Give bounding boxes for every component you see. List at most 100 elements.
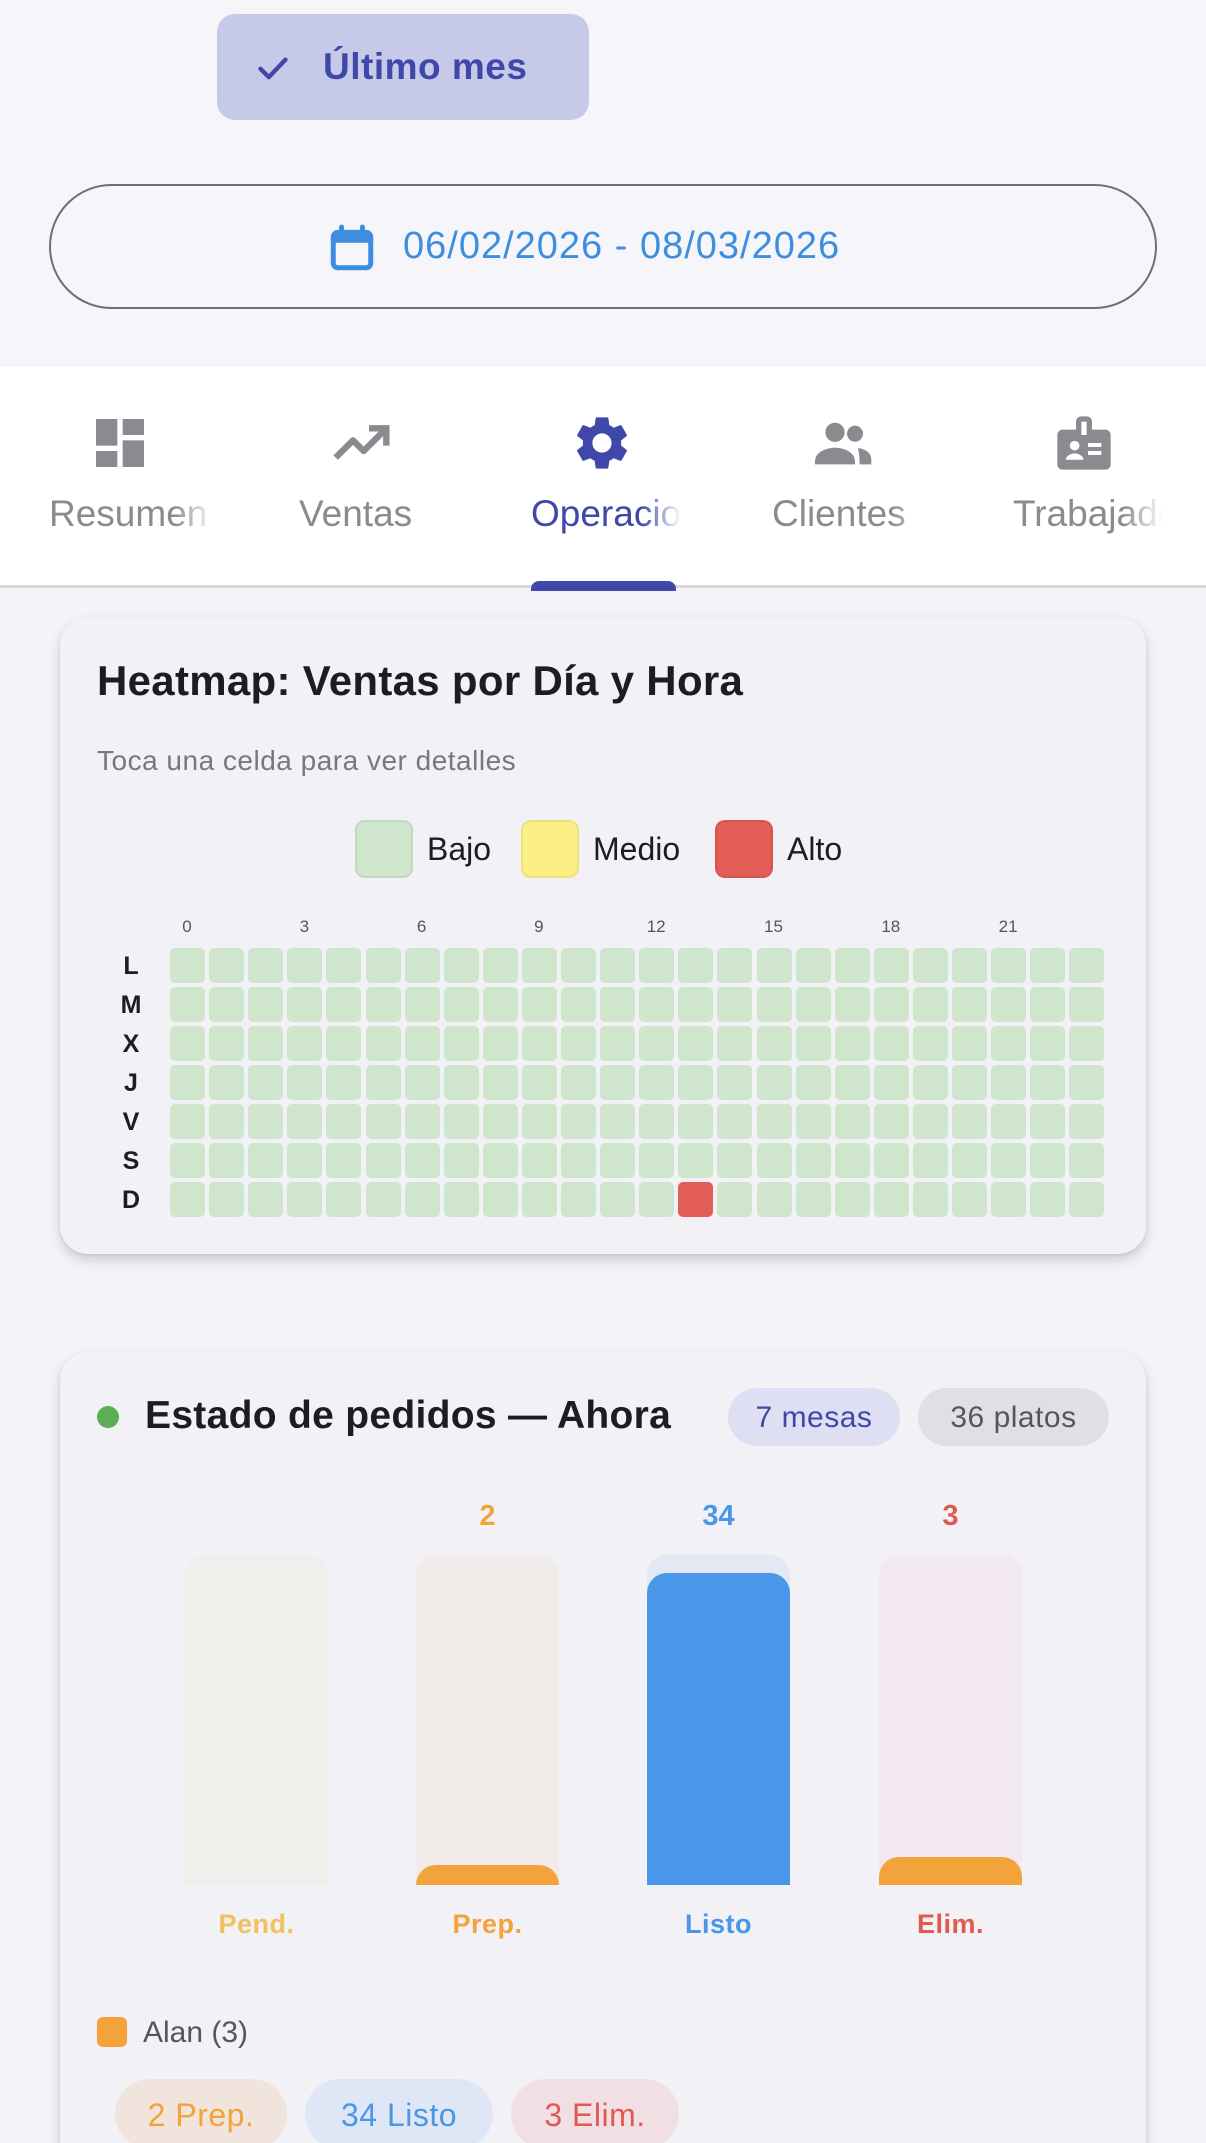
heatmap-cell[interactable]	[443, 1065, 479, 1100]
heatmap-cell[interactable]	[521, 1143, 557, 1178]
heatmap-cell[interactable]	[717, 1104, 753, 1139]
heatmap-cell[interactable]	[326, 987, 362, 1022]
heatmap-cell[interactable]	[365, 987, 401, 1022]
heatmap-cell[interactable]	[1069, 987, 1105, 1022]
heatmap-cell[interactable]	[600, 1104, 636, 1139]
heatmap-cell[interactable]	[443, 1182, 479, 1217]
heatmap-cell[interactable]	[678, 1104, 714, 1139]
heatmap-cell[interactable]	[912, 1065, 948, 1100]
heatmap-cell[interactable]	[170, 1104, 205, 1139]
heatmap-cell[interactable]	[873, 1065, 909, 1100]
heatmap-cell[interactable]	[365, 1182, 401, 1217]
heatmap-cell[interactable]	[404, 987, 440, 1022]
heatmap-cell[interactable]	[912, 987, 948, 1022]
heatmap-cell[interactable]	[834, 1143, 870, 1178]
date-range-button[interactable]: 06/02/2026 - 08/03/2026	[49, 184, 1157, 309]
heatmap-cell[interactable]	[561, 1182, 596, 1217]
heatmap-cell[interactable]	[521, 1065, 557, 1100]
heatmap-cell[interactable]	[912, 1182, 948, 1217]
heatmap-cell[interactable]	[795, 948, 831, 983]
heatmap-cell[interactable]	[600, 948, 636, 983]
tab-ventas[interactable]: Ventas	[261, 367, 461, 585]
heatmap-cell[interactable]	[1030, 1182, 1066, 1217]
heatmap-cell[interactable]	[756, 1143, 792, 1178]
heatmap-cell[interactable]	[795, 1143, 831, 1178]
heatmap-cell[interactable]	[287, 948, 323, 983]
heatmap-cell[interactable]	[443, 1104, 479, 1139]
heatmap-cell[interactable]	[404, 1182, 440, 1217]
heatmap-cell[interactable]	[561, 1104, 596, 1139]
heatmap-cell[interactable]	[600, 1182, 636, 1217]
heatmap-cell[interactable]	[952, 987, 987, 1022]
heatmap-cell[interactable]	[326, 1143, 362, 1178]
heatmap-cell[interactable]	[170, 1143, 205, 1178]
heatmap-cell[interactable]	[952, 1026, 987, 1061]
heatmap-cell[interactable]	[170, 1182, 205, 1217]
tab-resumen[interactable]: Resumen	[20, 367, 220, 585]
heatmap-cell[interactable]	[443, 1026, 479, 1061]
heatmap-cell[interactable]	[248, 1026, 284, 1061]
heatmap-cell[interactable]	[873, 1143, 909, 1178]
heatmap-cell[interactable]	[404, 1104, 440, 1139]
heatmap-cell[interactable]	[248, 1065, 284, 1100]
heatmap-cell[interactable]	[1069, 1143, 1105, 1178]
heatmap-cell[interactable]	[678, 1182, 714, 1217]
heatmap-cell[interactable]	[991, 1065, 1027, 1100]
heatmap-cell[interactable]	[404, 1143, 440, 1178]
tab-operaciones[interactable]: Operaciones	[502, 367, 702, 585]
heatmap-cell[interactable]	[639, 1065, 675, 1100]
heatmap-cell[interactable]	[639, 1104, 675, 1139]
heatmap-cell[interactable]	[404, 1026, 440, 1061]
heatmap-cell[interactable]	[639, 987, 675, 1022]
heatmap-cell[interactable]	[287, 1143, 323, 1178]
heatmap-cell[interactable]	[795, 1182, 831, 1217]
heatmap-cell[interactable]	[482, 1182, 518, 1217]
heatmap-cell[interactable]	[717, 1026, 753, 1061]
heatmap-cell[interactable]	[482, 948, 518, 983]
heatmap-cell[interactable]	[756, 1182, 792, 1217]
heatmap-cell[interactable]	[912, 1104, 948, 1139]
heatmap-cell[interactable]	[209, 1182, 245, 1217]
heatmap-cell[interactable]	[365, 948, 401, 983]
heatmap-cell[interactable]	[912, 948, 948, 983]
heatmap-cell[interactable]	[482, 1143, 518, 1178]
heatmap-cell[interactable]	[443, 987, 479, 1022]
heatmap-cell[interactable]	[1069, 1026, 1105, 1061]
heatmap-cell[interactable]	[326, 948, 362, 983]
heatmap-cell[interactable]	[717, 1182, 753, 1217]
heatmap-cell[interactable]	[873, 1182, 909, 1217]
heatmap-cell[interactable]	[1030, 948, 1066, 983]
heatmap-cell[interactable]	[209, 987, 245, 1022]
heatmap-cell[interactable]	[404, 948, 440, 983]
heatmap-cell[interactable]	[482, 1065, 518, 1100]
heatmap-cell[interactable]	[521, 1104, 557, 1139]
heatmap-cell[interactable]	[912, 1143, 948, 1178]
heatmap-cell[interactable]	[443, 1143, 479, 1178]
heatmap-cell[interactable]	[756, 1104, 792, 1139]
heatmap-cell[interactable]	[365, 1065, 401, 1100]
heatmap-cell[interactable]	[287, 1182, 323, 1217]
heatmap-cell[interactable]	[561, 948, 596, 983]
heatmap-cell[interactable]	[795, 987, 831, 1022]
heatmap-cell[interactable]	[561, 1143, 596, 1178]
heatmap-cell[interactable]	[287, 1104, 323, 1139]
heatmap-cell[interactable]	[873, 1104, 909, 1139]
heatmap-cell[interactable]	[365, 1026, 401, 1061]
heatmap-cell[interactable]	[678, 1065, 714, 1100]
heatmap-cell[interactable]	[248, 1104, 284, 1139]
heatmap-cell[interactable]	[600, 1026, 636, 1061]
heatmap-cell[interactable]	[521, 948, 557, 983]
heatmap-cell[interactable]	[756, 1026, 792, 1061]
heatmap-cell[interactable]	[678, 1143, 714, 1178]
heatmap-cell[interactable]	[600, 987, 636, 1022]
heatmap-cell[interactable]	[873, 1026, 909, 1061]
heatmap-cell[interactable]	[326, 1104, 362, 1139]
heatmap-cell[interactable]	[834, 1182, 870, 1217]
heatmap-cell[interactable]	[717, 1065, 753, 1100]
heatmap-cell[interactable]	[209, 948, 245, 983]
heatmap-cell[interactable]	[639, 1182, 675, 1217]
heatmap-cell[interactable]	[521, 1026, 557, 1061]
heatmap-cell[interactable]	[834, 987, 870, 1022]
heatmap-cell[interactable]	[326, 1026, 362, 1061]
heatmap-cell[interactable]	[600, 1065, 636, 1100]
